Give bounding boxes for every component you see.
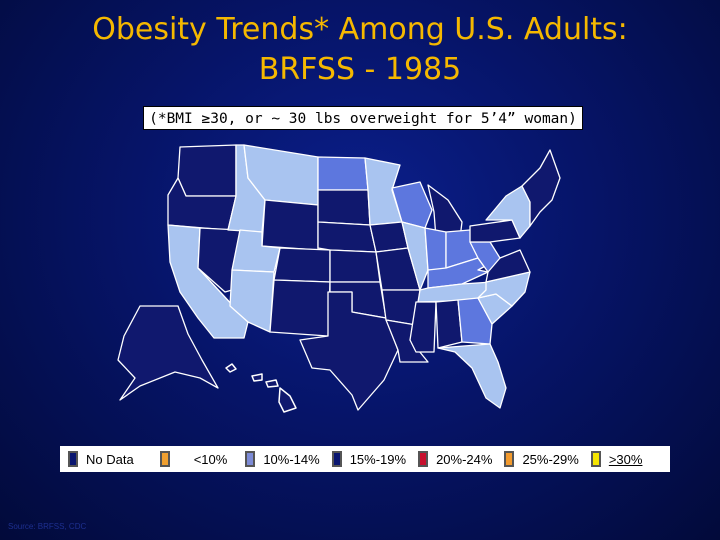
state-wisconsin	[391, 181, 433, 229]
state-nebraska	[317, 221, 377, 253]
legend-item-no-data: No Data	[60, 446, 152, 472]
legend-label: 20%-24%	[436, 451, 493, 467]
state-texas	[299, 291, 399, 411]
legend-label: No Data	[86, 451, 134, 467]
legend-label: 10%-14%	[263, 451, 320, 467]
legend-label: 25%-29%	[522, 451, 579, 467]
legend-item-lt10: <10%	[152, 446, 238, 472]
source-footer: Source: BRFSS, CDC	[8, 522, 87, 531]
legend-swatch	[331, 451, 342, 467]
legend-label: >30%	[608, 451, 643, 467]
legend-swatch	[68, 451, 78, 467]
title-line-1: Obesity Trends* Among U.S. Adults:	[92, 12, 628, 47]
legend-swatch	[504, 451, 515, 467]
legend-swatch	[418, 451, 429, 467]
legend-item-15-19: 15%-19%	[324, 446, 410, 472]
legend-item-10-14: 10%-14%	[237, 446, 323, 472]
slide-title: Obesity Trends* Among U.S. Adults: BRFSS…	[0, 10, 720, 90]
state-colorado	[273, 247, 331, 283]
state-north-carolina	[477, 271, 531, 307]
state-wyoming	[261, 199, 319, 251]
state-iowa	[369, 221, 409, 253]
legend-swatch	[590, 451, 601, 467]
legend-swatch	[159, 451, 170, 467]
state-kansas	[329, 249, 381, 283]
state-mississippi	[409, 301, 437, 353]
legend-label: <10%	[193, 451, 228, 467]
state-new-mexico	[269, 279, 331, 337]
legend-item-20-24: 20%-24%	[410, 446, 496, 472]
state-alaska	[117, 305, 219, 401]
state-washington	[177, 144, 237, 197]
state-hawaii	[225, 363, 297, 413]
state-new-england	[521, 149, 561, 227]
legend-swatch	[245, 451, 256, 467]
state-pennsylvania	[469, 219, 521, 243]
state-arizona	[229, 269, 275, 333]
title-line-2: BRFSS - 1985	[258, 52, 462, 87]
state-south-dakota	[317, 189, 371, 226]
bmi-note: (*BMI ≥30, or ~ 30 lbs overweight for 5’…	[143, 106, 583, 130]
state-florida	[437, 343, 507, 409]
state-indiana	[424, 227, 447, 271]
state-illinois	[401, 221, 429, 291]
legend-item-25-29: 25%-29%	[496, 446, 582, 472]
state-north-dakota	[317, 156, 369, 191]
legend: No Data <10% 10%-14% 15%-19% 20%-24% 25%…	[60, 446, 670, 472]
legend-item-gte30: >30%	[583, 446, 643, 472]
legend-label: 15%-19%	[349, 451, 407, 467]
